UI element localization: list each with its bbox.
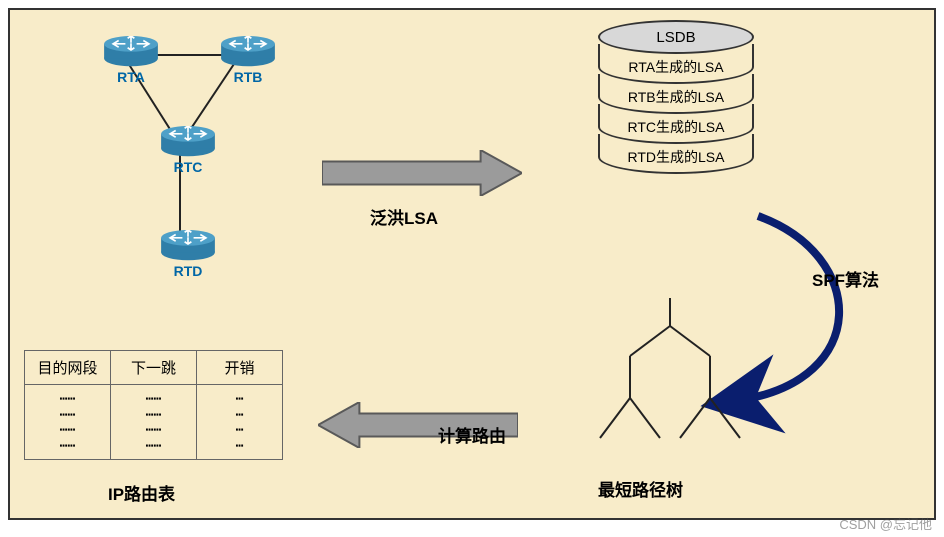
- arrow-flood-lsa: [322, 150, 522, 201]
- router-rtb: RTB: [212, 36, 284, 108]
- router-rtc: RTC: [152, 126, 224, 198]
- router-label: RTA: [95, 69, 167, 85]
- arrow-flood-label: 泛洪LSA: [370, 204, 438, 229]
- router-label: RTD: [152, 263, 224, 279]
- table-header: 下一跳: [111, 351, 197, 385]
- lsdb-cylinder: LSDB RTA生成的LSARTB生成的LSARTC生成的LSARTD生成的LS…: [598, 20, 754, 174]
- watermark: CSDN @忘记他: [839, 514, 932, 533]
- lsdb-title: LSDB: [656, 29, 695, 46]
- router-rtd: RTD: [152, 230, 224, 302]
- table-header: 目的网段: [25, 351, 111, 385]
- table-cell: ┅┅┅┅: [197, 385, 283, 460]
- router-label: RTC: [152, 159, 224, 175]
- table-cell: ┅┅┅┅┅┅┅┅: [111, 385, 197, 460]
- ip-routing-table: 目的网段下一跳开销┅┅┅┅┅┅┅┅┅┅┅┅┅┅┅┅┅┅┅┅: [24, 350, 283, 460]
- lsdb-row: RTD生成的LSA: [598, 134, 754, 174]
- table-header: 开销: [197, 351, 283, 385]
- spf-label: SPF算法: [812, 266, 879, 291]
- tree-caption: 最短路径树: [598, 476, 683, 501]
- arrow-route-label: 计算路由: [438, 422, 506, 447]
- router-rta: RTA: [95, 36, 167, 108]
- shortest-path-tree: [580, 298, 760, 458]
- routing-table-caption: IP路由表: [108, 480, 175, 505]
- table-cell: ┅┅┅┅┅┅┅┅: [25, 385, 111, 460]
- router-label: RTB: [212, 69, 284, 85]
